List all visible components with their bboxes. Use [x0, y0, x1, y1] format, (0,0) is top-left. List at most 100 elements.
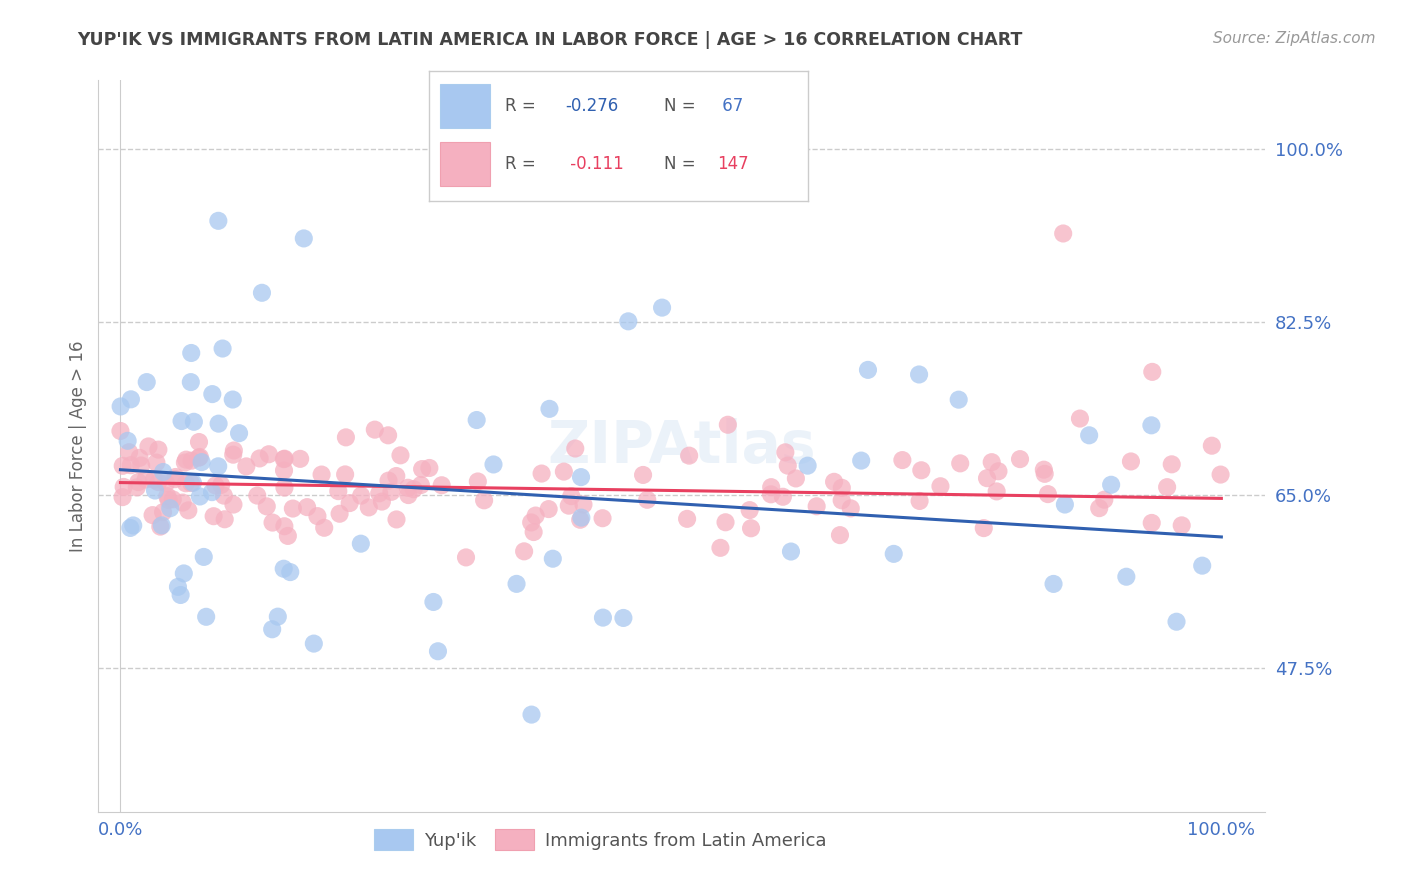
Point: [262, 516, 284, 530]
Point: [1201, 439, 1223, 453]
Point: [180, 453, 202, 467]
Point: [396, 488, 419, 502]
Point: [262, 622, 284, 636]
Point: [454, 550, 477, 565]
Point: [948, 392, 970, 407]
Point: [678, 449, 700, 463]
Point: [553, 465, 575, 479]
Point: [371, 494, 394, 508]
Point: [288, 451, 311, 466]
Point: [163, 472, 186, 486]
Point: [714, 516, 737, 530]
Point: [267, 609, 290, 624]
Point: [129, 458, 152, 473]
Point: [831, 493, 853, 508]
Point: [1033, 467, 1056, 481]
Point: [709, 541, 731, 555]
Point: [505, 577, 527, 591]
Point: [117, 434, 139, 448]
Point: [169, 588, 191, 602]
Point: [156, 489, 179, 503]
Point: [364, 423, 387, 437]
Y-axis label: In Labor Force | Age > 16: In Labor Force | Age > 16: [69, 340, 87, 552]
Point: [311, 467, 333, 482]
Point: [127, 475, 149, 489]
Point: [273, 452, 295, 467]
Point: [148, 442, 170, 457]
Point: [188, 490, 211, 504]
Point: [396, 481, 419, 495]
Point: [1209, 467, 1232, 482]
Point: [122, 518, 145, 533]
Point: [257, 447, 280, 461]
Text: R =: R =: [505, 97, 536, 115]
Point: [249, 451, 271, 466]
Point: [1140, 516, 1163, 530]
Point: [173, 566, 195, 581]
Point: [125, 480, 148, 494]
Point: [277, 529, 299, 543]
Point: [572, 498, 595, 512]
Point: [831, 481, 853, 495]
Text: -0.276: -0.276: [565, 97, 619, 115]
Point: [138, 440, 160, 454]
Point: [157, 492, 180, 507]
Point: [180, 346, 202, 360]
Point: [329, 507, 352, 521]
Point: [120, 392, 142, 407]
Point: [112, 480, 135, 494]
Point: [520, 707, 543, 722]
Text: N =: N =: [664, 155, 696, 173]
Point: [222, 443, 245, 458]
Point: [385, 512, 408, 526]
Point: [592, 511, 614, 525]
Point: [738, 503, 761, 517]
Point: [181, 475, 204, 490]
Point: [195, 609, 218, 624]
Point: [740, 521, 762, 535]
Point: [152, 465, 174, 479]
Text: N =: N =: [664, 97, 696, 115]
Point: [207, 214, 229, 228]
Point: [631, 467, 654, 482]
Point: [1115, 570, 1137, 584]
Point: [564, 442, 586, 456]
Point: [350, 537, 373, 551]
Point: [222, 498, 245, 512]
Point: [418, 461, 440, 475]
Point: [472, 493, 495, 508]
Point: [152, 505, 174, 519]
Point: [170, 414, 193, 428]
Point: [111, 490, 134, 504]
Point: [537, 502, 560, 516]
Point: [201, 387, 224, 401]
Point: [1053, 498, 1076, 512]
Text: -0.111: -0.111: [565, 155, 624, 173]
Point: [143, 483, 166, 498]
Point: [188, 435, 211, 450]
Point: [569, 470, 592, 484]
Point: [159, 501, 181, 516]
Point: [1069, 411, 1091, 425]
Point: [883, 547, 905, 561]
Point: [776, 458, 799, 473]
Point: [145, 456, 167, 470]
Point: [207, 459, 229, 474]
Point: [676, 512, 699, 526]
Point: [530, 467, 553, 481]
Point: [142, 508, 165, 522]
Point: [1099, 477, 1122, 491]
Point: [806, 500, 828, 514]
Point: [174, 452, 197, 467]
Point: [201, 485, 224, 500]
Point: [823, 475, 845, 489]
Point: [278, 565, 301, 579]
Point: [1160, 458, 1182, 472]
Point: [1142, 365, 1164, 379]
Point: [256, 500, 278, 514]
Point: [155, 476, 177, 491]
Point: [796, 458, 818, 473]
Point: [785, 471, 807, 485]
Point: [422, 595, 444, 609]
Point: [1170, 518, 1192, 533]
